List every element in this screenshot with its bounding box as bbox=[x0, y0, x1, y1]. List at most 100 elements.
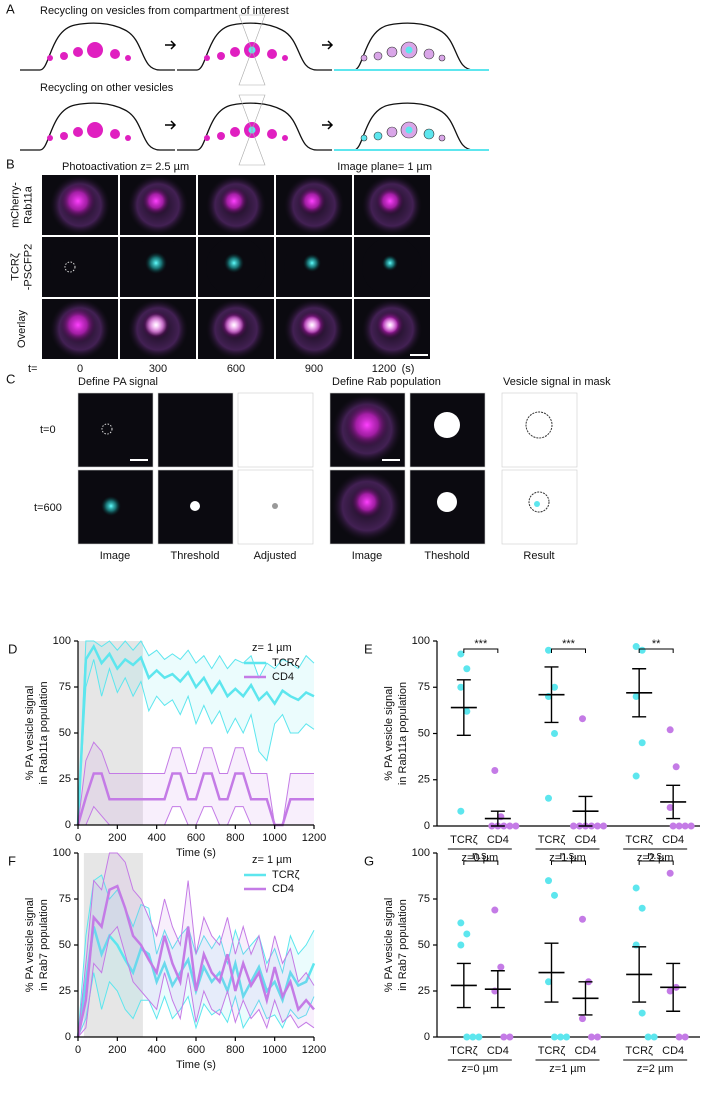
arrow bbox=[165, 40, 177, 50]
error-line bbox=[77, 852, 315, 1038]
panel-label: E bbox=[364, 641, 373, 656]
x-tick-label: TCRζ bbox=[450, 1045, 478, 1057]
data-point bbox=[681, 1033, 689, 1041]
pa-signal bbox=[101, 496, 121, 516]
y-tick-label: 100 bbox=[53, 635, 71, 647]
panel-label: C bbox=[6, 371, 15, 386]
x-tick-label: 400 bbox=[147, 832, 165, 844]
micrograph bbox=[77, 392, 154, 468]
vesicle bbox=[386, 46, 398, 58]
vesicle bbox=[438, 54, 446, 62]
vesicle bbox=[373, 51, 383, 61]
column-label: Threshold bbox=[171, 550, 220, 562]
x-tick-label: CD4 bbox=[662, 834, 684, 846]
vesicle bbox=[110, 49, 120, 59]
x-tick-label: 0 bbox=[75, 832, 81, 844]
x-tick-label: TCRζ bbox=[625, 834, 653, 846]
time-unit: (s) bbox=[402, 363, 415, 375]
pa-spot bbox=[405, 126, 413, 134]
y-axis-label: % PA vesicle signal bbox=[383, 898, 395, 993]
data-point bbox=[469, 1033, 477, 1041]
data-point bbox=[687, 822, 695, 830]
data-point bbox=[588, 1033, 595, 1041]
y-axis-label: in Rab7 population bbox=[397, 899, 409, 991]
vesicle bbox=[386, 126, 398, 138]
pa-signal bbox=[382, 317, 398, 333]
y-tick-label: 25 bbox=[418, 774, 430, 786]
sig-bracket bbox=[638, 648, 674, 653]
error-band bbox=[78, 742, 314, 825]
x-tick-label: 1000 bbox=[262, 832, 286, 844]
vesicle bbox=[60, 52, 68, 60]
vesicle bbox=[125, 55, 131, 61]
data-point bbox=[545, 646, 552, 654]
rab-signal bbox=[220, 187, 248, 215]
vesicle bbox=[73, 47, 83, 57]
y-axis-label: in Rab11a population bbox=[397, 682, 409, 785]
x-tick-label: TCRζ bbox=[625, 1045, 653, 1057]
sig-label: *** bbox=[474, 638, 488, 650]
data-point bbox=[632, 772, 640, 780]
column-label: Image bbox=[100, 550, 131, 562]
annotation: z= 1 µm bbox=[252, 642, 292, 654]
pa-roi bbox=[64, 261, 76, 273]
data-point bbox=[632, 884, 640, 892]
data-point bbox=[475, 1033, 483, 1041]
rab-signal bbox=[60, 183, 96, 219]
data-point bbox=[457, 941, 465, 949]
vesicle bbox=[360, 54, 368, 62]
error-bar bbox=[632, 668, 647, 718]
data-point bbox=[497, 963, 505, 971]
vesicle bbox=[438, 134, 446, 142]
y-tick-label: 100 bbox=[53, 847, 71, 859]
row-label: mCherry- bbox=[9, 182, 21, 228]
data-point bbox=[545, 877, 552, 885]
data-point bbox=[675, 1033, 683, 1041]
y-tick-label: 100 bbox=[412, 635, 430, 647]
error-band bbox=[78, 641, 314, 825]
vesicle bbox=[423, 128, 435, 140]
mask bbox=[437, 492, 457, 512]
error-line bbox=[77, 659, 315, 826]
row-label: Rab11a bbox=[22, 185, 34, 224]
y-tick-label: 50 bbox=[418, 727, 430, 739]
data-point bbox=[666, 987, 674, 995]
y-tick-label: 75 bbox=[418, 681, 430, 693]
arrow bbox=[165, 120, 177, 130]
data-point bbox=[491, 767, 499, 774]
vesicle bbox=[267, 129, 277, 139]
vesicle bbox=[87, 42, 103, 58]
sig-label: ** bbox=[652, 638, 661, 650]
data-point bbox=[457, 683, 465, 691]
data-point bbox=[594, 1033, 601, 1041]
result-signal bbox=[534, 501, 540, 507]
data-point bbox=[545, 794, 552, 802]
row-label: Overlay bbox=[16, 310, 28, 348]
time-label: 900 bbox=[305, 363, 323, 375]
y-tick-label: 75 bbox=[59, 893, 71, 905]
data-point bbox=[600, 822, 607, 830]
y-axis-label: % PA vesicle signal bbox=[383, 686, 395, 781]
data-point bbox=[669, 822, 677, 830]
data-point bbox=[579, 915, 586, 923]
time-prefix: t= bbox=[28, 363, 37, 375]
sig-label: n.s. bbox=[560, 850, 578, 862]
pa-signal bbox=[224, 315, 244, 335]
arrow bbox=[322, 120, 334, 130]
pa-signal bbox=[382, 255, 398, 271]
row-label: -PSCFP2 bbox=[22, 244, 34, 290]
sig-bracket bbox=[463, 648, 499, 653]
panel-label: D bbox=[8, 641, 17, 656]
time-label: 1200 bbox=[372, 363, 396, 375]
rab-signal bbox=[345, 403, 389, 447]
data-point bbox=[457, 919, 465, 927]
vesicle bbox=[217, 52, 225, 60]
data-point bbox=[557, 1033, 564, 1041]
arrow bbox=[322, 40, 334, 50]
panel-header: Define Rab population bbox=[332, 376, 441, 388]
data-point bbox=[579, 715, 586, 723]
mask-outline bbox=[528, 491, 550, 513]
data-point bbox=[638, 1009, 646, 1017]
y-tick-label: 25 bbox=[59, 985, 71, 997]
y-tick-label: 50 bbox=[59, 939, 71, 951]
